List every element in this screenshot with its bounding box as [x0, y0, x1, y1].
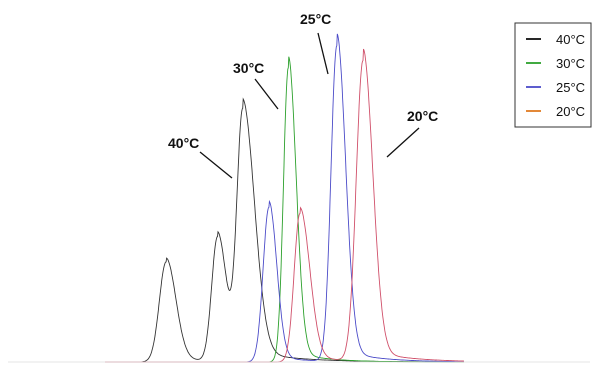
annotation-30: 30°C — [233, 60, 279, 110]
annotation-leader — [254, 78, 279, 110]
legend-label: 25°C — [556, 80, 585, 95]
legend-item: 20°C — [526, 104, 585, 119]
annotation-leader — [317, 32, 329, 75]
annotation-40: 40°C — [168, 135, 233, 179]
annotation-label: 20°C — [407, 108, 438, 124]
legend-label: 30°C — [556, 56, 585, 71]
legend-item: 25°C — [526, 80, 585, 95]
series-line — [105, 56, 464, 363]
legend-label: 20°C — [556, 104, 585, 119]
legend-item: 40°C — [526, 32, 585, 47]
legend-box — [514, 22, 592, 128]
annotation-label: 30°C — [233, 60, 264, 76]
legend-item: 30°C — [526, 56, 585, 71]
annotation-label: 25°C — [300, 11, 331, 27]
series-line — [105, 48, 464, 363]
annotation-leader — [386, 127, 420, 158]
annotation-25: 25°C — [300, 11, 331, 75]
traces-group — [105, 33, 464, 363]
annotation-leader — [199, 151, 233, 179]
legend-label: 40°C — [556, 32, 585, 47]
series-line — [105, 33, 464, 363]
legend: 40°C 30°C 25°C 20°C — [514, 22, 592, 128]
annotation-label: 40°C — [168, 135, 199, 151]
annotation-20: 20°C — [386, 108, 438, 158]
